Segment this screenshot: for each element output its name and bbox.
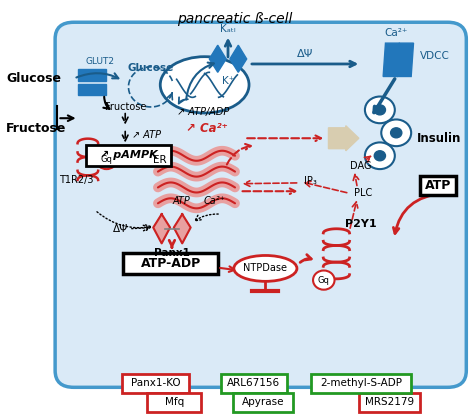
Text: ARL67156: ARL67156 (227, 378, 280, 388)
Text: ↗ Ca²⁺: ↗ Ca²⁺ (186, 122, 228, 135)
FancyBboxPatch shape (123, 253, 218, 274)
Text: VDCC: VDCC (419, 52, 449, 61)
Text: Insulin: Insulin (417, 132, 462, 145)
Circle shape (365, 97, 395, 123)
Text: Ca²⁺: Ca²⁺ (384, 28, 408, 38)
Text: ΔΨ: ΔΨ (297, 49, 313, 59)
FancyBboxPatch shape (420, 176, 456, 195)
Ellipse shape (160, 57, 249, 113)
Text: PLC: PLC (355, 188, 373, 198)
Text: Glucose: Glucose (6, 72, 61, 85)
Circle shape (381, 119, 411, 146)
Text: Ca²⁺: Ca²⁺ (203, 196, 225, 206)
Circle shape (365, 142, 395, 169)
Polygon shape (174, 214, 191, 243)
FancyBboxPatch shape (220, 374, 287, 393)
Text: DAG: DAG (350, 161, 372, 171)
Text: Glucose: Glucose (128, 63, 174, 73)
FancyBboxPatch shape (311, 374, 411, 393)
Text: K⁺: K⁺ (222, 76, 234, 87)
Bar (79, 84, 106, 95)
Polygon shape (153, 214, 170, 243)
Text: ↗ ATP: ↗ ATP (132, 130, 161, 140)
FancyBboxPatch shape (55, 22, 466, 387)
Ellipse shape (234, 255, 297, 281)
Text: NTPDase: NTPDase (243, 263, 287, 273)
Text: Mfq: Mfq (164, 397, 184, 407)
FancyBboxPatch shape (86, 145, 172, 166)
Text: ER: ER (154, 155, 167, 165)
Ellipse shape (162, 58, 248, 112)
Polygon shape (397, 43, 413, 76)
Text: Apyrase: Apyrase (242, 397, 284, 407)
Circle shape (374, 151, 385, 161)
Text: 2-methyl-S-ADP: 2-methyl-S-ADP (320, 378, 402, 388)
Text: Gq: Gq (318, 276, 330, 285)
FancyBboxPatch shape (359, 393, 419, 412)
Circle shape (391, 128, 402, 138)
FancyBboxPatch shape (122, 374, 189, 393)
Text: Kₐₜₗ: Kₐₜₗ (220, 24, 236, 34)
Bar (79, 69, 106, 81)
Text: IP₃: IP₃ (304, 176, 317, 186)
Text: MRS2179: MRS2179 (365, 397, 414, 407)
Text: ↗ ATP/ADP: ↗ ATP/ADP (177, 107, 229, 117)
Text: ΔΨ: ΔΨ (113, 224, 128, 234)
Text: pancreatic ß-cell: pancreatic ß-cell (177, 12, 293, 26)
Circle shape (313, 270, 335, 290)
Circle shape (374, 105, 385, 115)
FancyBboxPatch shape (147, 393, 201, 412)
Text: Panx1-KO: Panx1-KO (131, 378, 181, 388)
Text: ATP: ATP (425, 179, 451, 192)
Text: ATP-ADP: ATP-ADP (141, 257, 201, 270)
Circle shape (96, 151, 117, 169)
FancyArrow shape (328, 126, 359, 151)
Polygon shape (210, 45, 226, 72)
Text: ATP: ATP (173, 196, 190, 206)
Text: Fructose: Fructose (6, 122, 66, 135)
Text: Gq: Gq (100, 155, 112, 165)
Polygon shape (383, 43, 400, 76)
Text: GLUT2: GLUT2 (85, 57, 114, 66)
Text: T1R2/3: T1R2/3 (59, 175, 93, 185)
Text: Fructose: Fructose (105, 102, 146, 112)
FancyBboxPatch shape (233, 393, 293, 412)
Text: ↗ pAMPK: ↗ pAMPK (100, 150, 157, 160)
Text: Panx1: Panx1 (154, 248, 190, 258)
Text: P2Y1: P2Y1 (346, 219, 377, 229)
Polygon shape (230, 45, 246, 72)
